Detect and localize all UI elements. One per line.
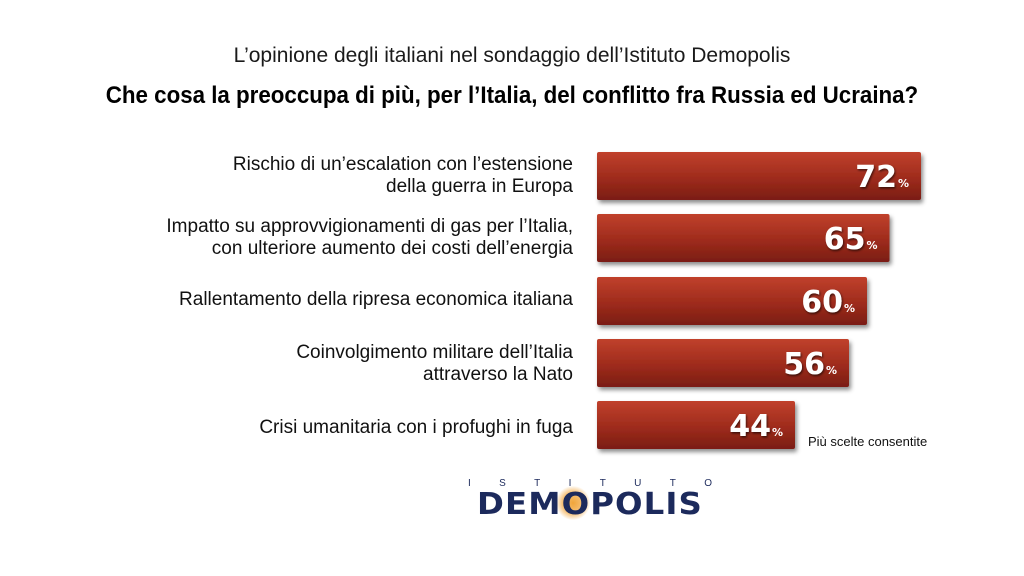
demopolis-logo: I S T I T U T O DEMOPOLIS bbox=[468, 478, 712, 522]
note-text: Più scelte consentite bbox=[808, 434, 928, 449]
chart-subtitle: L’opinione degli italiani nel sondaggio … bbox=[233, 44, 791, 67]
category-label-militare: Coinvolgimento militare dell’Italia attr… bbox=[296, 342, 573, 385]
category-label-ripresa: Rallentamento della ripresa economica it… bbox=[179, 289, 573, 310]
bar-ripresa bbox=[597, 277, 867, 325]
logo-letter: I bbox=[568, 478, 572, 489]
bar-militare bbox=[597, 339, 849, 387]
chart-title: Che cosa la preoccupa di più, per l’Ital… bbox=[105, 82, 919, 109]
logo-letter: I bbox=[468, 478, 471, 489]
category-label-profughi: Crisi umanitaria con i profughi in fuga bbox=[259, 417, 573, 438]
logo-letter: T bbox=[534, 478, 541, 489]
data-label-percent-escalation: % bbox=[898, 177, 909, 190]
logo-letter: S bbox=[499, 478, 506, 489]
data-label-percent-militare: % bbox=[826, 364, 837, 377]
category-label-gas: Impatto su approvvigionamenti di gas per… bbox=[166, 216, 573, 259]
logo-letter: O bbox=[704, 478, 712, 489]
bars-layer: 72 %65 %60 %56 %44% bbox=[597, 152, 921, 449]
bar-profughi bbox=[597, 401, 795, 449]
data-label-percent-gas: % bbox=[866, 239, 877, 252]
category-label-escalation: Rischio di un’escalation con l’estension… bbox=[232, 154, 573, 197]
bar-escalation bbox=[597, 152, 921, 200]
logo-glow bbox=[556, 486, 590, 520]
logo-letter: T bbox=[599, 478, 606, 489]
data-label-profughi: 44 bbox=[729, 409, 771, 444]
data-label-escalation: 72 bbox=[855, 160, 897, 195]
data-label-gas: 65 bbox=[824, 222, 866, 257]
data-label-militare: 56 bbox=[783, 347, 825, 382]
logo-letter: U bbox=[634, 478, 642, 489]
logo-letter: T bbox=[669, 478, 676, 489]
data-label-ripresa: 60 bbox=[801, 285, 843, 320]
data-label-percent-ripresa: % bbox=[844, 302, 855, 315]
bar-gas bbox=[597, 214, 890, 262]
logo-name: DEMOPOLIS bbox=[477, 487, 703, 522]
data-label-percent-profughi: % bbox=[772, 426, 783, 439]
